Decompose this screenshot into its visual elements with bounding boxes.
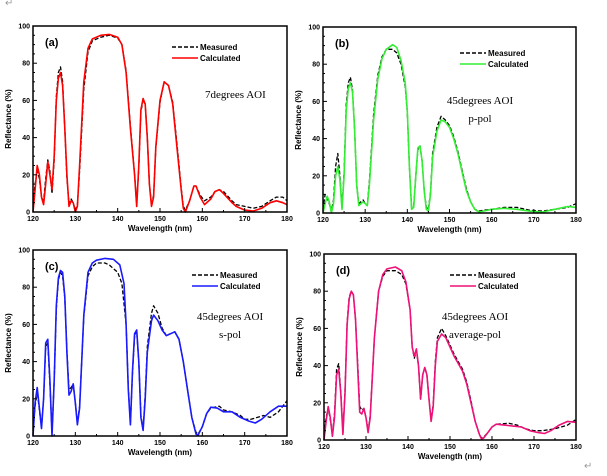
- y-tick-label: 80: [22, 61, 30, 68]
- y-axis-label: Reflectance (%): [4, 89, 13, 149]
- x-tick-label: 180: [281, 440, 293, 447]
- series-line-calculated: [32, 257, 287, 437]
- x-tick-label: 170: [239, 216, 251, 223]
- x-tick-label: 130: [69, 216, 81, 223]
- x-tick-label: 180: [570, 444, 582, 451]
- legend-label: Calculated: [488, 60, 529, 69]
- x-axis-label: Wavelength (nm): [417, 225, 481, 234]
- chart-panel-b: 120 130 140 150 160 170 180 0 20 40 60 80 100 Wavelen…: [294, 25, 582, 235]
- legend-label: Measured: [488, 49, 525, 58]
- y-tick-label: 40: [313, 363, 321, 370]
- x-tick-label: 140: [401, 217, 413, 224]
- y-tick-label: 60: [22, 98, 30, 105]
- y-tick-label: 100: [309, 252, 321, 259]
- y-tick-label: 0: [316, 211, 320, 218]
- x-tick-label: 120: [27, 440, 39, 447]
- legend-label: Calculated: [478, 282, 519, 291]
- x-axis-label: Wavelength (nm): [418, 452, 482, 461]
- series-line-measured: [32, 34, 288, 211]
- y-axis-label: Reflectance (%): [295, 317, 304, 377]
- x-tick-label: 170: [528, 217, 540, 224]
- series-line-calculated: [323, 266, 577, 441]
- chart-panel-a: 120 130 140 150 160 170 180 0 20 40 60 80 100 Wavelen…: [4, 24, 293, 234]
- x-axis-label: Wavelength (nm): [128, 448, 192, 457]
- x-tick-label: 150: [444, 217, 456, 224]
- plot-frame: [32, 25, 288, 213]
- y-tick-label: 0: [26, 434, 30, 441]
- annotation: 7degrees AOI: [205, 89, 266, 101]
- x-tick-label: 150: [154, 216, 166, 223]
- annotation: 45degrees AOI: [197, 311, 264, 323]
- annotation: average-pol: [449, 329, 501, 341]
- y-tick-label: 40: [312, 136, 320, 143]
- panel-label: (a): [45, 37, 59, 49]
- legend-label: Calculated: [220, 282, 261, 291]
- y-tick-label: 60: [22, 322, 30, 329]
- y-tick-label: 60: [313, 326, 321, 333]
- panel-label: (b): [335, 38, 349, 50]
- panel-label: (c): [45, 261, 59, 273]
- y-tick-label: 20: [22, 396, 30, 403]
- x-tick-label: 160: [486, 444, 498, 451]
- x-tick-label: 130: [69, 440, 81, 447]
- series-line-measured: [322, 48, 577, 212]
- chart-panel-c: 120 130 140 150 160 170 180 0 20 40 60 80 100 Wavelen…: [4, 248, 293, 458]
- x-axis-label: Wavelength (nm): [128, 224, 192, 233]
- annotation: s-pol: [219, 329, 241, 341]
- plot-frame: [322, 26, 577, 214]
- series-line-calculated: [32, 33, 288, 213]
- y-tick-label: 80: [313, 289, 321, 296]
- x-tick-label: 150: [154, 440, 166, 447]
- y-tick-label: 100: [18, 248, 30, 255]
- x-tick-label: 130: [359, 217, 371, 224]
- chart-panel-d: 120 130 140 150 160 170 180 0 20 40 60 80 100 Wavelen…: [295, 252, 582, 462]
- annotation: p-pol: [468, 113, 491, 125]
- x-tick-label: 170: [528, 444, 540, 451]
- legend-label: Measured: [478, 271, 515, 280]
- x-tick-label: 170: [239, 440, 251, 447]
- panel-label: (d): [336, 265, 350, 277]
- x-tick-label: 160: [486, 217, 498, 224]
- x-tick-label: 160: [196, 216, 208, 223]
- y-tick-label: 20: [312, 173, 320, 180]
- return-mark: ↵: [5, 0, 14, 9]
- x-tick-label: 140: [112, 216, 124, 223]
- x-tick-label: 180: [570, 217, 582, 224]
- x-tick-label: 140: [402, 444, 414, 451]
- y-axis-label: Reflectance (%): [294, 90, 303, 150]
- y-tick-label: 20: [22, 172, 30, 179]
- y-tick-label: 100: [18, 24, 30, 31]
- y-tick-label: 0: [317, 438, 321, 445]
- y-axis-label: Reflectance (%): [4, 313, 13, 373]
- x-tick-label: 120: [27, 216, 39, 223]
- x-tick-label: 150: [444, 444, 456, 451]
- annotation: 45degrees AOI: [442, 311, 509, 323]
- x-tick-label: 120: [317, 217, 329, 224]
- legend-label: Measured: [220, 271, 257, 280]
- legend-label: Calculated: [200, 54, 241, 63]
- x-tick-label: 120: [318, 444, 330, 451]
- legend-label: Measured: [200, 43, 237, 52]
- y-tick-label: 20: [313, 400, 321, 407]
- y-tick-label: 0: [26, 210, 30, 217]
- y-tick-label: 60: [312, 99, 320, 106]
- x-tick-label: 160: [196, 440, 208, 447]
- return-mark: ↵: [584, 461, 593, 472]
- y-tick-label: 80: [312, 62, 320, 69]
- annotation: 45degrees AOI: [447, 95, 514, 107]
- y-tick-label: 40: [22, 359, 30, 366]
- x-tick-label: 130: [360, 444, 372, 451]
- x-tick-label: 140: [112, 440, 124, 447]
- y-tick-label: 100: [308, 25, 320, 32]
- series-line-calculated: [322, 43, 577, 214]
- y-tick-label: 80: [22, 285, 30, 292]
- y-tick-label: 40: [22, 135, 30, 142]
- x-tick-label: 180: [281, 216, 293, 223]
